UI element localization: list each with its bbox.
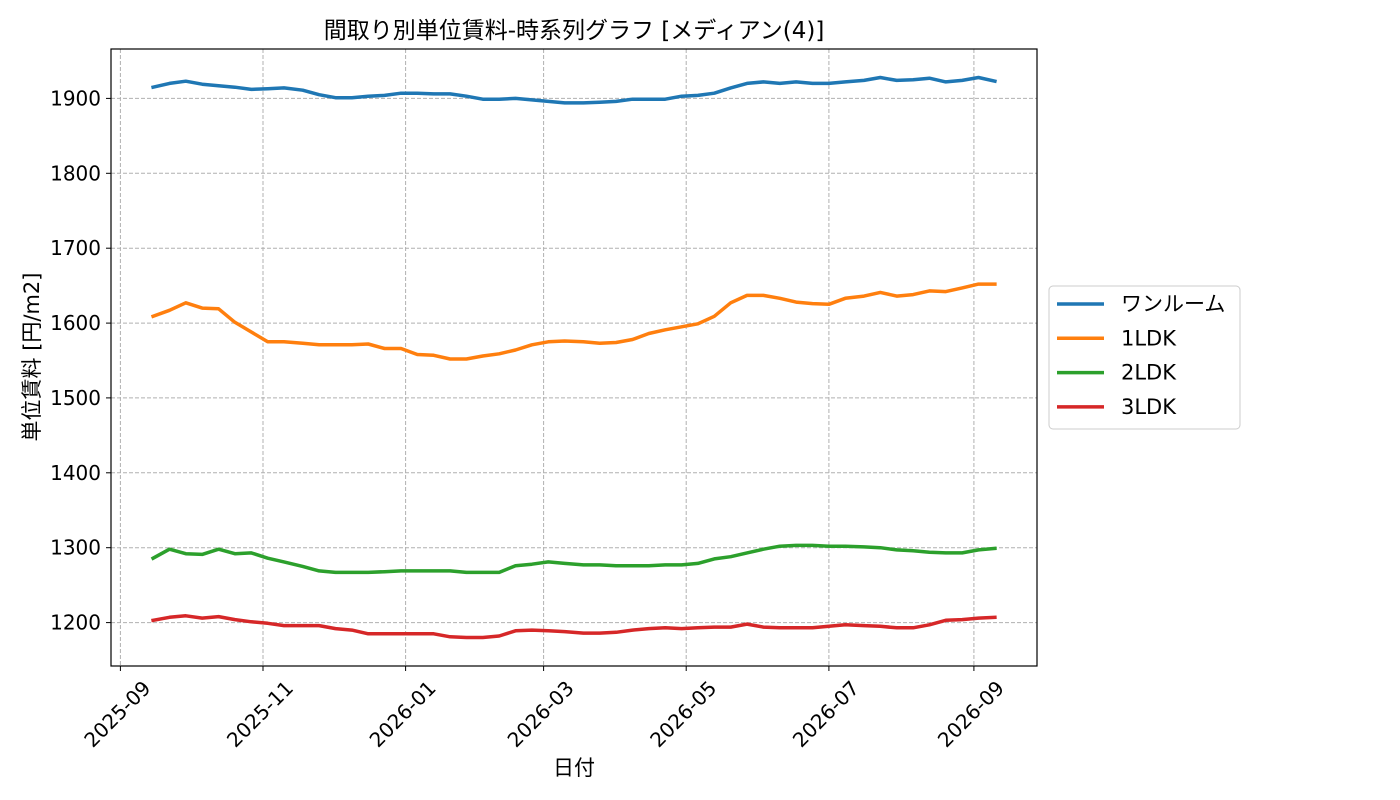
legend: ワンルーム 1LDK 2LDK 3LDK [1048, 285, 1241, 430]
y-tick-label: 1300 [50, 536, 101, 560]
x-axis-label: 日付 [553, 756, 595, 780]
series-line-2 [150, 282, 997, 361]
legend-label-2: 1LDK [1121, 326, 1177, 350]
y-axis-ticks: 1200 1300 1400 1500 1600 1700 1800 1900 [50, 86, 111, 635]
legend-entry-3: 2LDK [1057, 361, 1177, 385]
series-line-1 [151, 75, 997, 105]
y-tick-label: 1200 [50, 611, 101, 635]
y-tick-label: 1700 [50, 236, 101, 260]
series-line-4 [151, 614, 997, 640]
series-lines [150, 75, 997, 640]
y-tick-label: 1900 [50, 86, 101, 110]
plot-area [111, 49, 1037, 666]
y-tick-label: 1400 [50, 461, 101, 485]
y-axis-label: 単位賃料 [円/m2] [20, 273, 44, 442]
legend-label-3: 2LDK [1121, 361, 1177, 385]
legend-entry-2: 1LDK [1057, 326, 1177, 350]
legend-label-4: 3LDK [1121, 395, 1177, 419]
series-line-3 [150, 543, 997, 575]
y-tick-label: 1800 [50, 161, 101, 185]
chart-title: 間取り別単位賃料-時系列グラフ [メディアン(4)] [324, 18, 825, 44]
y-tick-label: 1600 [50, 311, 101, 335]
legend-label-1: ワンルーム [1121, 292, 1225, 316]
legend-entries: ワンルーム 1LDK 2LDK 3LDK [1057, 292, 1225, 419]
grid [111, 49, 1037, 666]
plot-frame [110, 48, 1038, 667]
legend-entry-4: 3LDK [1057, 395, 1177, 419]
y-tick-label: 1500 [50, 386, 101, 410]
legend-entry-1: ワンルーム [1057, 292, 1225, 316]
legend-frame [1048, 285, 1241, 430]
